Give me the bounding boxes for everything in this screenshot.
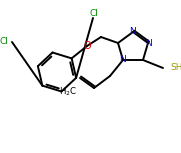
Text: SH: SH — [170, 63, 181, 73]
Text: H$_2$C: H$_2$C — [59, 86, 77, 98]
Text: N: N — [145, 39, 151, 47]
Text: N: N — [120, 56, 126, 65]
Text: N: N — [130, 28, 136, 37]
Text: O: O — [83, 41, 91, 51]
Text: Cl: Cl — [0, 37, 9, 47]
Text: Cl: Cl — [90, 9, 98, 17]
